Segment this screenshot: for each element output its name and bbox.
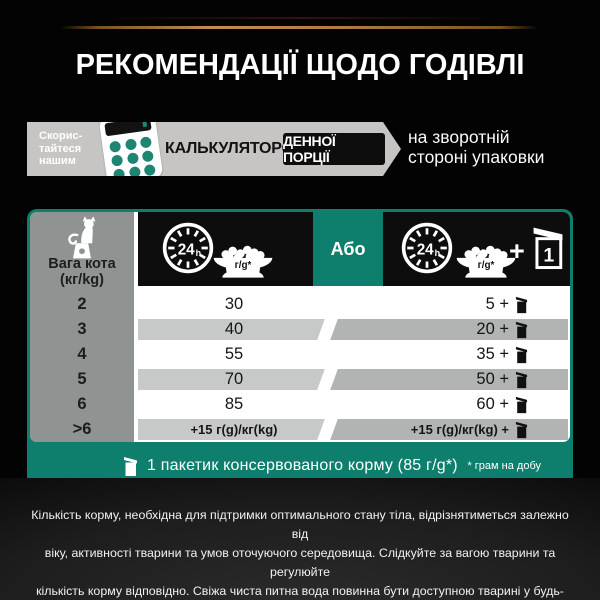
weight-value: 3 xyxy=(77,320,87,338)
dry-amount: 40 xyxy=(138,319,330,340)
dry-amount: +15 г(g)/кг(kg) xyxy=(138,419,330,440)
top-maroon-line xyxy=(100,17,500,19)
weight-value: 6 xyxy=(77,395,87,413)
bottom-background-glow xyxy=(0,478,600,600)
table-row: 3 40 20 + xyxy=(30,317,570,342)
dry-amount: 55 xyxy=(224,345,244,363)
calculator-word: КАЛЬКУЛЯТОРОМ xyxy=(165,140,307,157)
pouch-icon xyxy=(123,456,138,477)
dry-amount: 70 xyxy=(138,369,330,390)
banner-right-line: стороні упаковки xyxy=(408,147,545,167)
weight-column-background xyxy=(30,212,134,442)
weight-column-header: Вага кота (кг/kg) xyxy=(30,212,134,288)
banner-right-text: на зворотній стороні упаковки xyxy=(408,127,544,167)
pouch-icon xyxy=(515,296,528,314)
weight-value: >6 xyxy=(72,420,92,438)
weight-value: 5 xyxy=(77,370,87,388)
dry-amount: 85 xyxy=(224,395,244,413)
table-footer-note: 1 пакетик консервованого корму (85 г/g*)… xyxy=(27,445,573,487)
pouch-icon xyxy=(515,396,528,414)
pouch-icon xyxy=(515,421,528,439)
pouch-icon xyxy=(515,371,528,389)
clock-24h-icon xyxy=(400,221,454,275)
wet-amount: 50 + xyxy=(330,369,568,390)
food-bowl-icon xyxy=(455,243,517,283)
table-row: 5 70 50 + xyxy=(30,367,570,392)
table-row: >6 +15 г(g)/кг(kg) +15 г(g)/кг(kg) + xyxy=(30,417,570,442)
banner-intro-line: нашим xyxy=(39,155,76,167)
calculator-icon xyxy=(99,111,164,184)
food-bowl-icon xyxy=(212,243,274,283)
table-row: 4 55 35 + xyxy=(30,342,570,367)
wet-amount: 20 + xyxy=(330,319,568,340)
wet-amount: 35 + xyxy=(330,344,568,365)
page-title: РЕКОМЕНДАЦІЇ ЩОДО ГОДІВЛІ xyxy=(75,49,525,81)
banner-intro-line: Скорис- xyxy=(39,130,83,142)
calculator-display-dot xyxy=(142,121,147,127)
pouch-icon xyxy=(515,321,528,339)
weight-value: 4 xyxy=(77,345,87,363)
weight-header-label: Вага кота (кг/kg) xyxy=(48,256,116,288)
calculator-keys xyxy=(109,136,158,181)
wet-amount: +15 г(g)/кг(kg) + xyxy=(330,419,568,440)
gold-divider-line xyxy=(60,26,538,29)
pouch-icon xyxy=(515,346,528,364)
calculator-banner: Скорис- тайтеся нашим КАЛЬКУЛЯТОРОМ ДЕНН… xyxy=(27,122,401,176)
disclaimer-line: віку, активності тварини та умов оточуюч… xyxy=(44,546,556,579)
banner-intro-text: Скорис- тайтеся нашим xyxy=(39,130,82,168)
banner-intro-line: тайтеся xyxy=(39,142,82,155)
footer-asterisk-note: * грам на добу xyxy=(467,460,541,472)
footer-text: 1 пакетик консервованого корму (85 г/g*) xyxy=(147,457,458,474)
clock-24h-icon xyxy=(161,221,215,275)
pouch-icon xyxy=(531,223,565,273)
table-row: 2 30 5 + xyxy=(30,292,570,317)
dry-amount: 30 xyxy=(224,295,244,313)
weight-value: 2 xyxy=(77,295,87,313)
banner-right-line: на зворотній xyxy=(408,127,510,147)
feeding-table: Вага кота (кг/kg) Або + 2 30 xyxy=(27,209,573,487)
wet-amount: 5 + xyxy=(330,294,568,315)
or-header-cell: Або xyxy=(313,212,383,286)
wet-food-header: + xyxy=(383,212,570,286)
plus-sign: + xyxy=(509,236,525,266)
disclaimer-line: Кількість корму, необхідна для підтримки… xyxy=(31,508,569,541)
wet-amount: 60 + xyxy=(330,394,568,415)
feeding-rows: 2 30 5 + 3 40 20 + xyxy=(30,292,570,442)
cat-on-scale-icon xyxy=(68,216,96,259)
disclaimer-line: кількість корму відповідно. Свіжа чиста … xyxy=(36,584,564,598)
feeding-table-body: Вага кота (кг/kg) Або + 2 30 xyxy=(30,212,570,442)
table-row: 6 85 60 + xyxy=(30,392,570,417)
daily-portion-badge: ДЕННОЇ ПОРЦІЇ xyxy=(283,133,385,165)
disclaimer-text: Кількість корму, необхідна для підтримки… xyxy=(26,506,574,600)
dry-food-header xyxy=(138,212,313,286)
